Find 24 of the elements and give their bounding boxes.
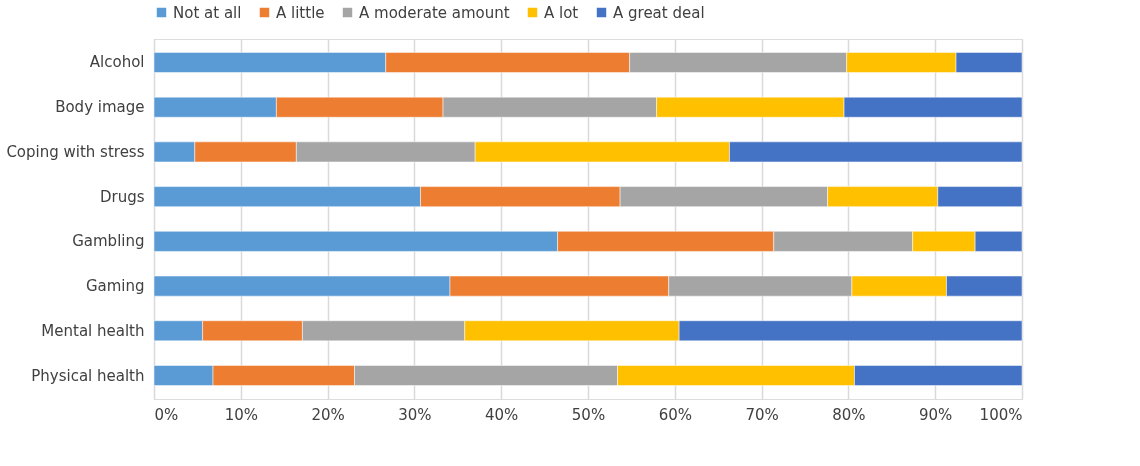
- x-tick-label: 70%: [745, 405, 779, 424]
- x-tick-label: 40%: [485, 405, 519, 424]
- legend-label: A little: [276, 3, 325, 22]
- x-tick-label: 50%: [571, 405, 606, 424]
- y-tick-label: Mental health: [41, 321, 145, 340]
- y-tick-label: Physical health: [31, 366, 145, 385]
- x-tick-label: 80%: [832, 405, 866, 424]
- y-tick-label: Body image: [55, 98, 145, 117]
- legend-label: A lot: [544, 3, 579, 22]
- y-tick-label: Alcohol: [89, 53, 145, 72]
- x-tick-label: 90%: [919, 405, 953, 424]
- legend-label: A moderate amount: [359, 3, 510, 22]
- x-tick-label: 60%: [658, 405, 692, 424]
- x-tick-label: 20%: [311, 405, 345, 424]
- x-tick-label: 0%: [154, 405, 179, 424]
- x-tick-label: 10%: [224, 405, 258, 424]
- y-tick-label: Coping with stress: [6, 142, 145, 161]
- y-tick-label: Drugs: [99, 187, 145, 206]
- y-tick-label: Gaming: [85, 277, 145, 296]
- x-tick-label: 100%: [979, 405, 1023, 424]
- legend-label: A great deal: [613, 3, 705, 22]
- y-tick-label: Gambling: [72, 232, 145, 251]
- x-tick-label: 30%: [398, 405, 432, 424]
- legend-label: Not at all: [173, 3, 242, 22]
